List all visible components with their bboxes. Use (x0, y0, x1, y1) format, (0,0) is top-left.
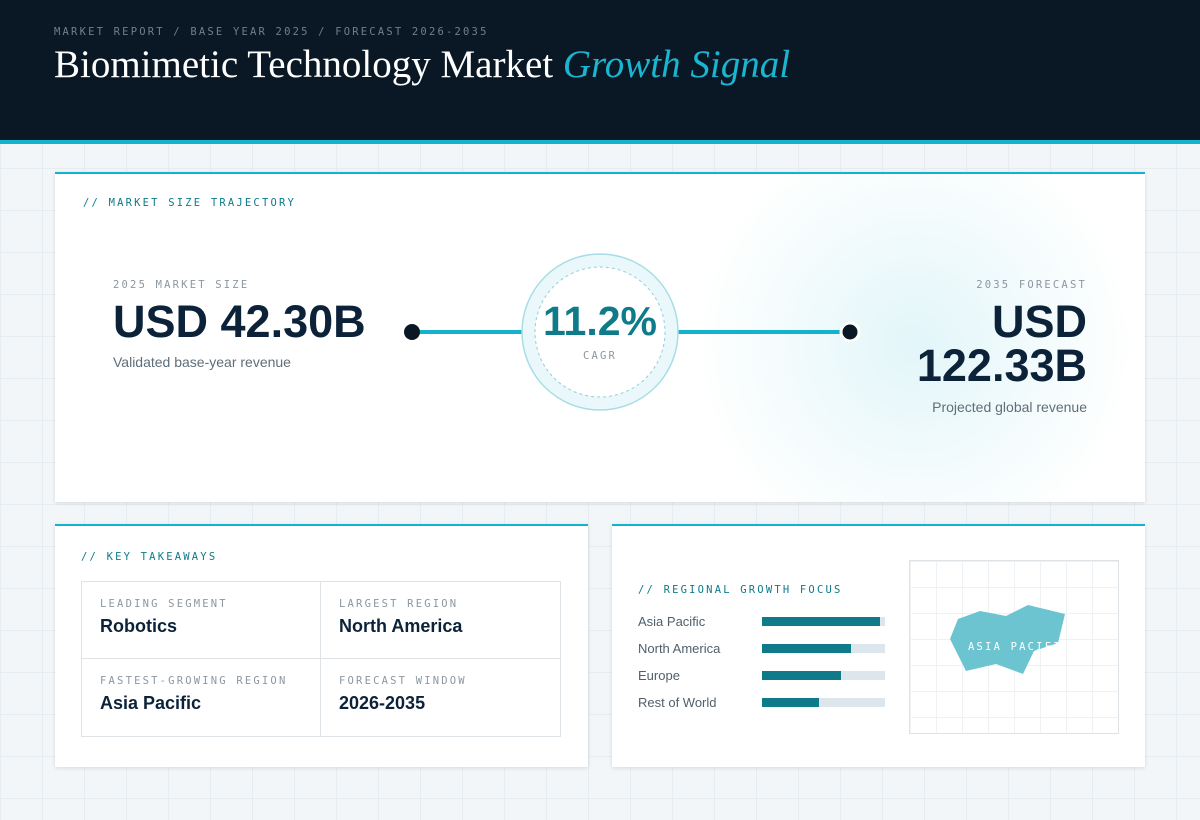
region-name: Asia Pacific (638, 614, 706, 629)
cagr-value: 11.2% (543, 298, 657, 344)
header: MARKET REPORT / BASE YEAR 2025 / FORECAS… (0, 0, 1200, 144)
takeaway-cell: FORECAST WINDOW 2026-2035 (321, 659, 561, 737)
start-dot (404, 324, 420, 340)
region-name: Europe (638, 668, 680, 683)
bar (762, 617, 881, 626)
region-shape (950, 605, 1065, 674)
end-value: USD 122.33B (916, 296, 1087, 391)
takeaway-label: FASTEST-GROWING REGION (100, 675, 288, 687)
end-dot (839, 321, 861, 343)
region-name: Rest of World (638, 695, 717, 710)
cagr-label: CAGR (582, 350, 618, 362)
eyebrow: MARKET REPORT / BASE YEAR 2025 / FORECAS… (54, 26, 489, 38)
takeaway-cell: LEADING SEGMENT Robotics (81, 581, 321, 659)
bar-track (762, 644, 885, 653)
map-box: ASIA PACIFIC (909, 560, 1119, 734)
cagr-inner (534, 266, 666, 398)
takeaway-label: LARGEST REGION (339, 598, 459, 610)
regional-card: // REGIONAL GROWTH FOCUS Asia Pacific Nor… (612, 524, 1145, 767)
bar (762, 644, 851, 653)
card-label: // MARKET SIZE TRAJECTORY (83, 197, 297, 209)
takeaway-value: Asia Pacific (100, 693, 202, 713)
start-label: 2025 MARKET SIZE (113, 279, 250, 291)
takeaway-value: 2026-2035 (339, 693, 426, 713)
bar-track (762, 698, 885, 707)
bar (762, 698, 819, 707)
takeaway-label: LEADING SEGMENT (100, 598, 228, 610)
glow (615, 174, 1145, 502)
title-accent: Growth Signal (562, 43, 791, 86)
title-main: Biomimetic Technology Market (54, 43, 554, 86)
card-label: // KEY TAKEAWAYS (81, 551, 218, 563)
takeaway-label: FORECAST WINDOW (339, 675, 467, 687)
map (950, 605, 1065, 674)
card-label: // REGIONAL GROWTH FOCUS (638, 584, 843, 596)
trajectory-line (404, 253, 861, 411)
page-title: Biomimetic Technology Market Growth Sign… (54, 42, 790, 87)
end-note: Projected global revenue (932, 399, 1087, 415)
bar-track (762, 671, 885, 680)
map-label: ASIA PACIFIC (968, 641, 1071, 653)
start-note: Validated base-year revenue (113, 354, 291, 370)
takeaway-cell: LARGEST REGION North America (321, 581, 561, 659)
start-value: USD 42.30B (113, 296, 366, 347)
takeaways-card: // KEY TAKEAWAYS LEADING SEGMENT Robotics… (55, 524, 588, 767)
bar-track (762, 617, 885, 626)
trajectory-card: // MARKET SIZE TRAJECTORY 2025 MARKET SI… (55, 172, 1145, 502)
bar (762, 671, 841, 680)
takeaway-value: Robotics (100, 616, 178, 636)
end-label: 2035 FORECAST (976, 279, 1087, 291)
takeaway-value: North America (339, 616, 463, 636)
region-name: North America (638, 641, 721, 656)
takeaway-cell: FASTEST-GROWING REGION Asia Pacific (81, 659, 321, 737)
